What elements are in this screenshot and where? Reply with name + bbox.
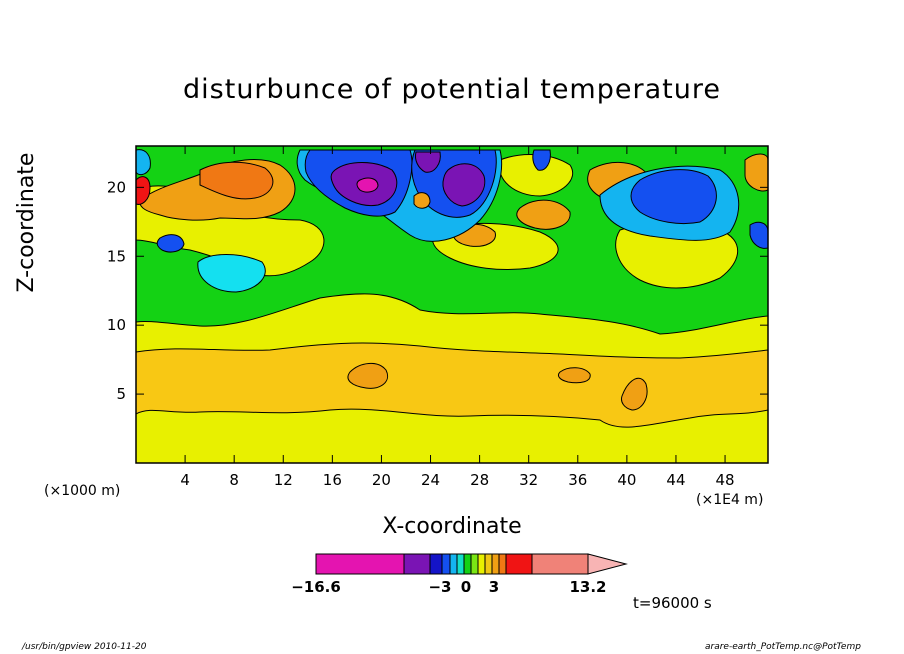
colorbar-segment	[470, 553, 479, 575]
colorbar-segment	[477, 553, 486, 575]
x-tick-label: 4	[180, 471, 190, 489]
x-tick-label: 16	[323, 471, 342, 489]
footer-command: /usr/bin/gpview 2010-11-20	[22, 642, 147, 652]
x-axis-title: X-coordinate	[382, 514, 522, 539]
colorbar-segment	[456, 553, 465, 575]
x-tick-label: 32	[519, 471, 538, 489]
patch-orange-9	[557, 367, 591, 384]
colorbar-label: 3	[489, 578, 499, 596]
x-tick-label: 44	[666, 471, 685, 489]
patch-orange-4	[516, 199, 571, 230]
x-tick-label: 28	[470, 471, 489, 489]
footer-source: arare-earth_PotTemp.nc@PotTemp	[705, 642, 861, 652]
contour-fills	[136, 146, 768, 463]
patch-cyan-1	[197, 254, 266, 293]
patch-blue-4	[156, 234, 185, 253]
y-tick-label: 20	[107, 178, 126, 196]
colorbar-segment	[441, 553, 451, 575]
colorbar-label: 13.2	[569, 578, 606, 596]
colorbar-segment	[463, 553, 472, 575]
x-tick-label: 40	[617, 471, 636, 489]
colorbar-segment	[315, 553, 405, 575]
x-tick-label: 24	[421, 471, 440, 489]
patch-orange-10	[621, 377, 648, 411]
patch-red-1	[136, 176, 151, 205]
x-multiplier-label: (×1000 m)	[44, 483, 121, 499]
colorbar-label: 0	[461, 578, 471, 596]
x-tick-label: 20	[372, 471, 391, 489]
patch-blue-6	[749, 221, 768, 249]
y-tick-label: 5	[116, 385, 126, 403]
x-tick-label: 36	[568, 471, 587, 489]
colorbar: −16.6 −3 0 3 13.2	[291, 553, 628, 596]
time-label: t=96000 s	[633, 594, 712, 612]
patch-magenta-1	[356, 177, 379, 193]
colorbar-segment	[403, 553, 431, 575]
patch-orange-8	[413, 192, 431, 209]
colorbar-segment	[491, 553, 500, 575]
y-tick-label: 15	[107, 247, 126, 265]
colorbar-label: −16.6	[291, 578, 341, 596]
patch-orange-6	[744, 153, 768, 192]
y-axis-title: Z-coordinate	[14, 152, 40, 293]
colorbar-label: −3	[428, 578, 451, 596]
colorbar-segment	[531, 553, 589, 575]
colorbar-segment	[429, 553, 443, 575]
colorbar-segment	[449, 553, 458, 575]
x-unit-label: (×1E4 m)	[696, 492, 764, 508]
chart-title: disturbunce of potential temperature	[183, 74, 721, 105]
x-tick-label: 8	[229, 471, 239, 489]
x-tick-label: 48	[716, 471, 735, 489]
patch-cyan-4	[136, 149, 151, 176]
colorbar-segment	[484, 553, 493, 575]
patch-blue-3	[630, 169, 717, 225]
x-tick-label: 12	[274, 471, 293, 489]
patch-orange-2	[199, 161, 274, 200]
patch-purple-2	[442, 163, 486, 207]
patch-blue-5	[532, 149, 551, 171]
y-tick-label: 10	[107, 316, 126, 334]
patch-orange-5	[347, 363, 388, 389]
colorbar-segment	[505, 553, 533, 575]
patch-purple-3	[415, 151, 441, 173]
plot-frame	[135, 145, 769, 464]
colorbar-extend-arrow	[587, 553, 628, 575]
colorbar-segment	[498, 553, 507, 575]
band-orange	[136, 342, 768, 428]
